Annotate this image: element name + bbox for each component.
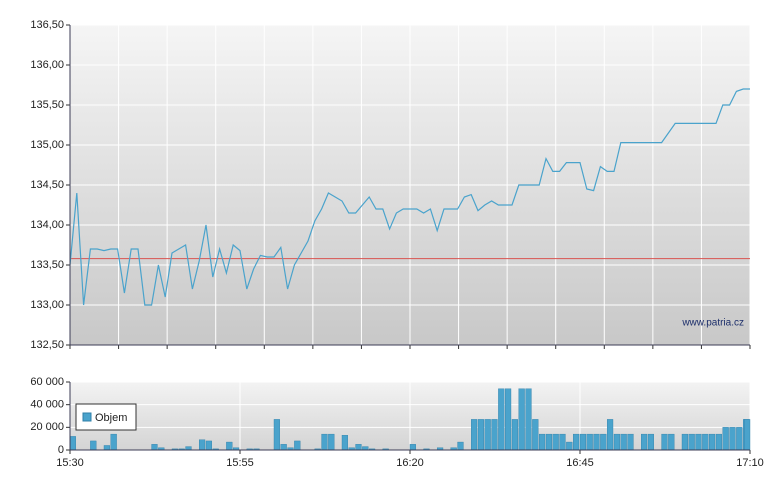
volume-bar	[579, 433, 586, 451]
price-line	[69, 88, 750, 306]
legend-swatch	[82, 412, 92, 422]
volume-bar	[668, 433, 675, 451]
x-tick-label: 16:20	[396, 457, 424, 469]
x-tick-label: 15:55	[226, 457, 254, 469]
y-tick-label: 135,00	[30, 139, 64, 151]
x-tick-label: 16:45	[566, 457, 594, 469]
volume-bar	[715, 433, 722, 451]
volume-bar	[566, 441, 573, 451]
volume-bar	[198, 439, 206, 451]
volume-bar	[226, 441, 233, 451]
x-tick-label: 15:30	[56, 457, 84, 469]
grid	[69, 24, 751, 346]
volume-bar	[736, 427, 743, 451]
volume-bar	[532, 419, 539, 451]
volume-bar	[321, 433, 328, 451]
volume-bar	[722, 427, 729, 451]
volume-bar	[709, 433, 716, 451]
volume-bar	[103, 445, 110, 451]
volume-bar	[552, 433, 559, 451]
volume-bar	[627, 433, 634, 451]
volume-bar	[484, 419, 491, 451]
volume-bar	[471, 419, 478, 451]
volume-bar	[362, 446, 369, 451]
volume-bar	[477, 419, 484, 451]
volume-bar	[600, 433, 607, 451]
volume-bar	[518, 388, 525, 451]
volume-bar	[559, 433, 566, 451]
volume-bar	[457, 441, 464, 451]
volume-bar	[273, 419, 280, 451]
legend-label: Objem	[95, 412, 127, 424]
volume-bar	[90, 440, 97, 451]
volume-bar	[280, 444, 287, 451]
volume-bar	[110, 433, 117, 451]
volume-bar	[151, 444, 158, 451]
volume-bar	[505, 388, 512, 451]
volume-bar	[205, 440, 212, 451]
y-tick-label: 135,50	[30, 99, 64, 111]
y-tick-label: 134,00	[30, 219, 64, 231]
volume-bar	[647, 433, 654, 451]
volume-bar	[545, 433, 552, 451]
volume-bar	[744, 419, 751, 451]
volume-bar	[688, 433, 695, 451]
volume-bar	[498, 388, 505, 451]
volume-bar	[511, 419, 518, 451]
volume-bar	[586, 433, 593, 451]
volume-bar	[355, 444, 362, 451]
volume-bar	[328, 433, 335, 451]
volume-bar	[695, 433, 702, 451]
volume-bar	[491, 419, 498, 451]
legend: Objem	[75, 403, 137, 431]
watermark: www.patria.cz	[681, 318, 744, 329]
volume-bar	[729, 427, 736, 451]
volume-bar	[641, 433, 648, 451]
y-tick-label: 133,00	[30, 299, 64, 311]
volume-bar	[294, 440, 301, 451]
y-tick-label: 60 000	[30, 376, 64, 388]
volume-bar	[661, 433, 668, 451]
volume-bar	[607, 419, 614, 451]
y-tick-label: 132,50	[30, 339, 64, 351]
y-tick-label: 136,00	[30, 59, 64, 71]
volume-bar	[593, 433, 600, 451]
y-tick-label: 134,50	[30, 179, 64, 191]
volume-bar	[702, 433, 709, 451]
x-tick-label: 17:10	[736, 457, 764, 469]
y-tick-label: 136,50	[30, 19, 64, 31]
volume-bar	[681, 433, 688, 451]
volume-bar	[525, 388, 532, 451]
volume-bar	[613, 433, 620, 451]
volume-bar	[409, 444, 416, 451]
volume-bar	[620, 433, 627, 451]
y-tick-label: 133,50	[30, 259, 64, 271]
marks: 132,50 133,00 133,50 134,00 134,50 135,00 135,…	[30, 19, 763, 469]
y-tick-label: 40 000	[30, 399, 64, 411]
volume-bar	[573, 433, 580, 451]
volume-bar	[69, 436, 76, 451]
y-tick-label: 20 000	[30, 421, 64, 433]
volume-bar	[341, 435, 348, 451]
volume-bar	[185, 446, 192, 451]
y-tick-label: 0	[58, 444, 64, 456]
volume-bar	[539, 433, 546, 451]
